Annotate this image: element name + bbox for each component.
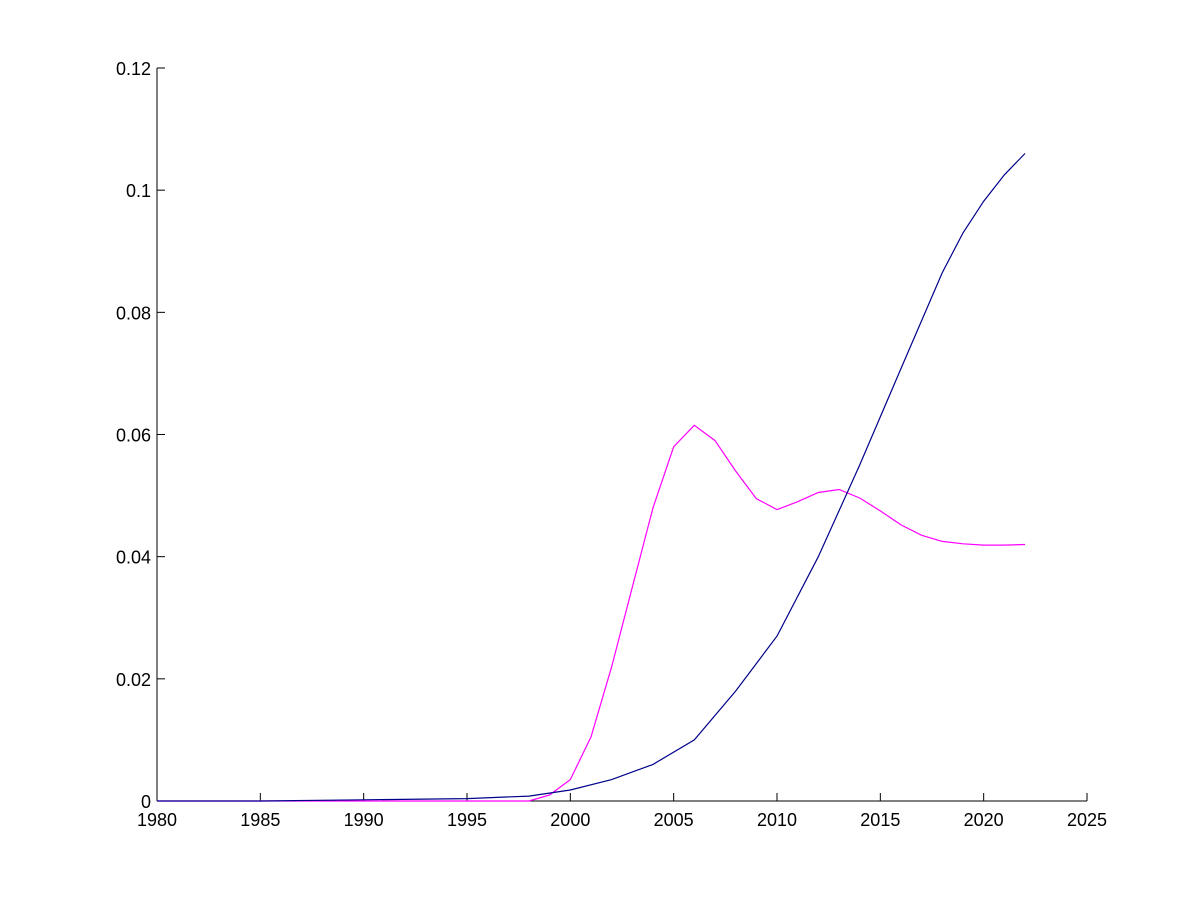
x-tick-label: 1985: [240, 810, 280, 830]
x-tick-label: 1980: [137, 810, 177, 830]
x-tick-label: 1990: [344, 810, 384, 830]
axes: [156, 67, 1088, 802]
x-tick-label: 1995: [447, 810, 487, 830]
y-tick-label: 0.02: [116, 670, 151, 690]
x-tick-label: 2020: [964, 810, 1004, 830]
x-tick-label: 2025: [1067, 810, 1107, 830]
series-line-2: [157, 153, 1026, 802]
y-tick-label: 0.08: [116, 303, 151, 323]
y-tick-label: 0.12: [116, 59, 151, 79]
x-tick-label: 2010: [757, 810, 797, 830]
series-line-1: [157, 424, 1026, 802]
y-tick-label: 0.06: [116, 426, 151, 446]
x-tick-label: 2015: [860, 810, 900, 830]
tick-labels: 1980 1985 1990 1995 2000 2005 2010 2015 2020 2025…: [116, 59, 1107, 830]
y-tick-label: 0: [141, 792, 151, 812]
x-tick-label: 2000: [550, 810, 590, 830]
y-tick-label: 0.04: [116, 548, 151, 568]
x-tick-label: 2005: [654, 810, 694, 830]
series-group: [157, 153, 1026, 802]
y-tick-label: 0.1: [126, 181, 151, 201]
